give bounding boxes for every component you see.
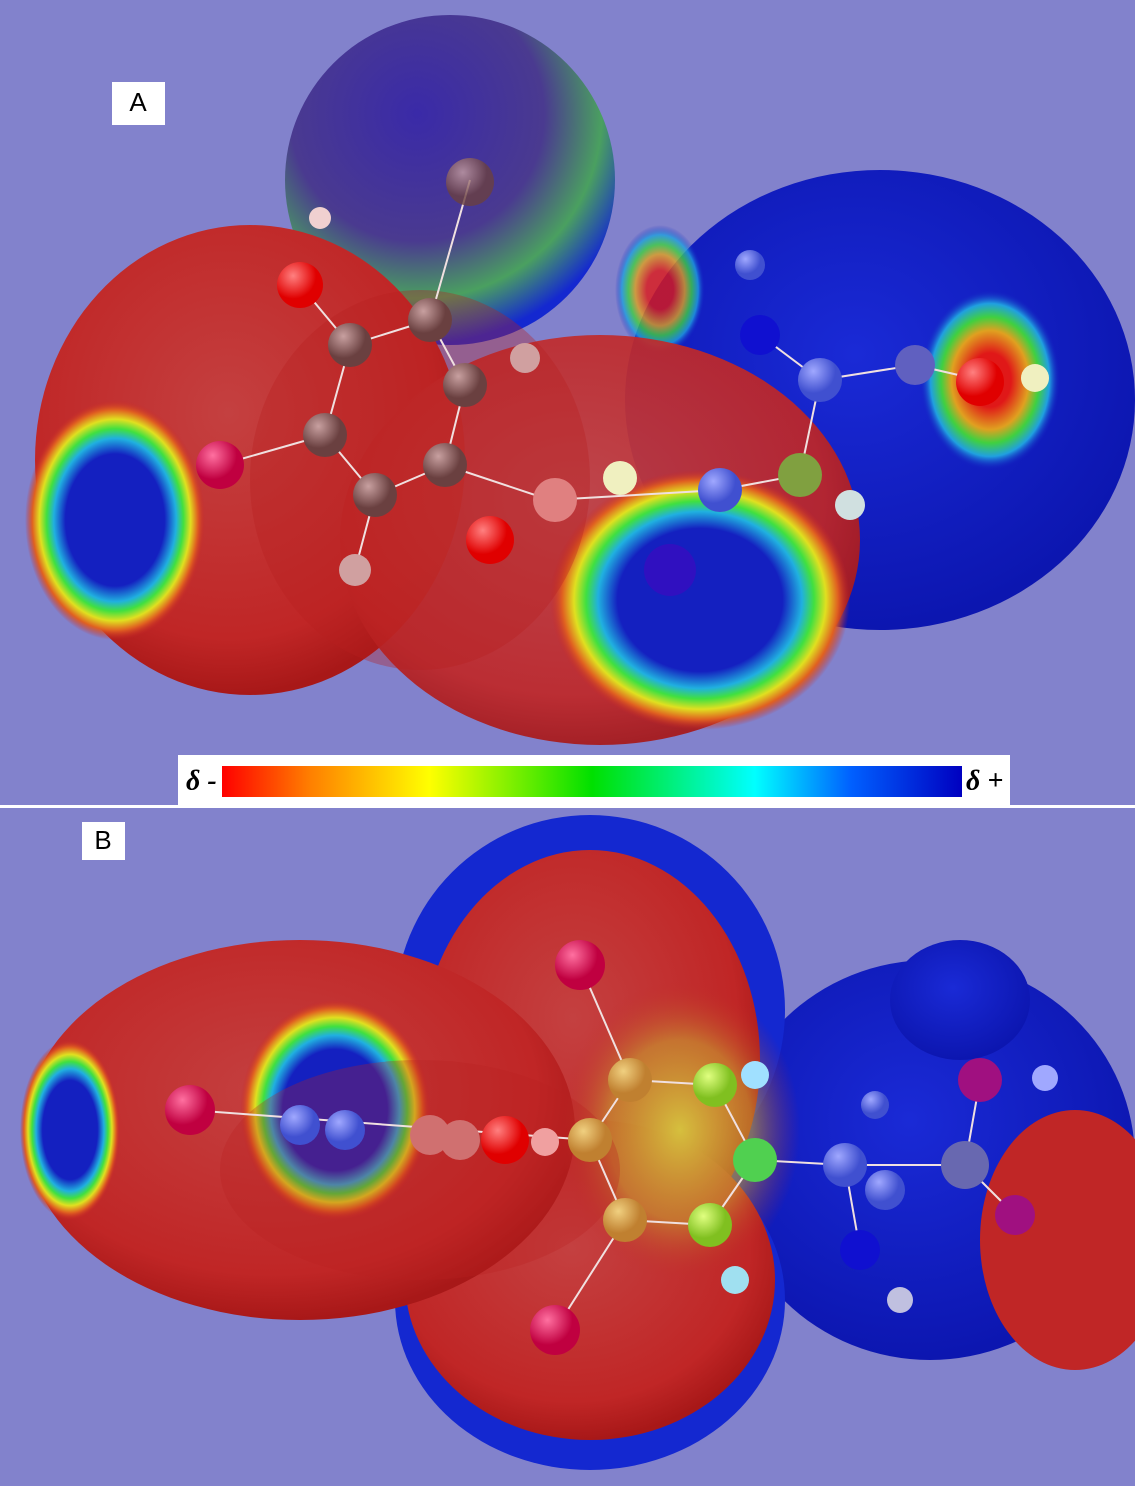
page: A δ - δ + xyxy=(0,0,1135,1486)
panel-label: B xyxy=(94,825,111,855)
atom xyxy=(958,1058,1002,1102)
atom xyxy=(446,158,494,206)
atom xyxy=(328,323,372,367)
atom xyxy=(280,1105,320,1145)
atom xyxy=(277,262,323,308)
surface-region xyxy=(550,470,850,730)
atom xyxy=(603,1198,647,1242)
atom xyxy=(778,453,822,497)
atom xyxy=(443,363,487,407)
atom xyxy=(339,554,371,586)
atom xyxy=(533,478,577,522)
atom xyxy=(466,516,514,564)
atom xyxy=(309,207,331,229)
atom xyxy=(798,358,842,402)
atom xyxy=(603,461,637,495)
atom xyxy=(895,345,935,385)
atom xyxy=(408,298,452,342)
atom xyxy=(481,1116,529,1164)
atom xyxy=(823,1143,867,1187)
atom xyxy=(740,315,780,355)
atom xyxy=(555,940,605,990)
color-scale xyxy=(222,766,962,797)
atom xyxy=(861,1091,889,1119)
atom xyxy=(303,413,347,457)
surface-region xyxy=(25,400,205,640)
surface-region xyxy=(20,1040,120,1220)
figure: A δ - δ + xyxy=(0,0,1135,1486)
atom xyxy=(440,1120,480,1160)
atom xyxy=(1032,1065,1058,1091)
surface-region xyxy=(890,940,1030,1060)
atom xyxy=(196,441,244,489)
atom xyxy=(887,1287,913,1313)
atom xyxy=(733,1138,777,1182)
atom xyxy=(995,1195,1035,1235)
atom xyxy=(353,473,397,517)
atom xyxy=(568,1118,612,1162)
atom xyxy=(865,1170,905,1210)
atom xyxy=(165,1085,215,1135)
atom xyxy=(644,544,696,596)
atom xyxy=(325,1110,365,1150)
surface-region xyxy=(250,290,590,670)
atom xyxy=(510,343,540,373)
scale-low-label: δ - xyxy=(186,765,217,796)
atom xyxy=(1021,364,1049,392)
atom xyxy=(693,1063,737,1107)
atom xyxy=(721,1266,749,1294)
surface-region xyxy=(615,225,705,355)
panel-label: A xyxy=(129,87,147,117)
atom xyxy=(530,1305,580,1355)
atom xyxy=(531,1128,559,1156)
atom xyxy=(941,1141,989,1189)
atom xyxy=(741,1061,769,1089)
atom xyxy=(423,443,467,487)
atom xyxy=(608,1058,652,1102)
atom xyxy=(735,250,765,280)
atom xyxy=(956,358,1004,406)
atom xyxy=(840,1230,880,1270)
atom xyxy=(698,468,742,512)
atom xyxy=(835,490,865,520)
atom xyxy=(688,1203,732,1247)
surface-region xyxy=(220,1060,620,1280)
scale-high-label: δ + xyxy=(966,765,1003,796)
